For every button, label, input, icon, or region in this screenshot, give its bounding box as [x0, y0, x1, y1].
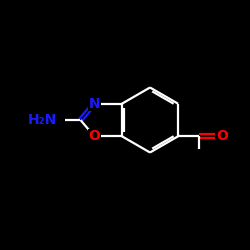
Text: N: N: [88, 97, 100, 111]
Text: H₂N: H₂N: [28, 113, 57, 127]
Text: O: O: [88, 129, 100, 143]
Text: O: O: [216, 129, 228, 143]
